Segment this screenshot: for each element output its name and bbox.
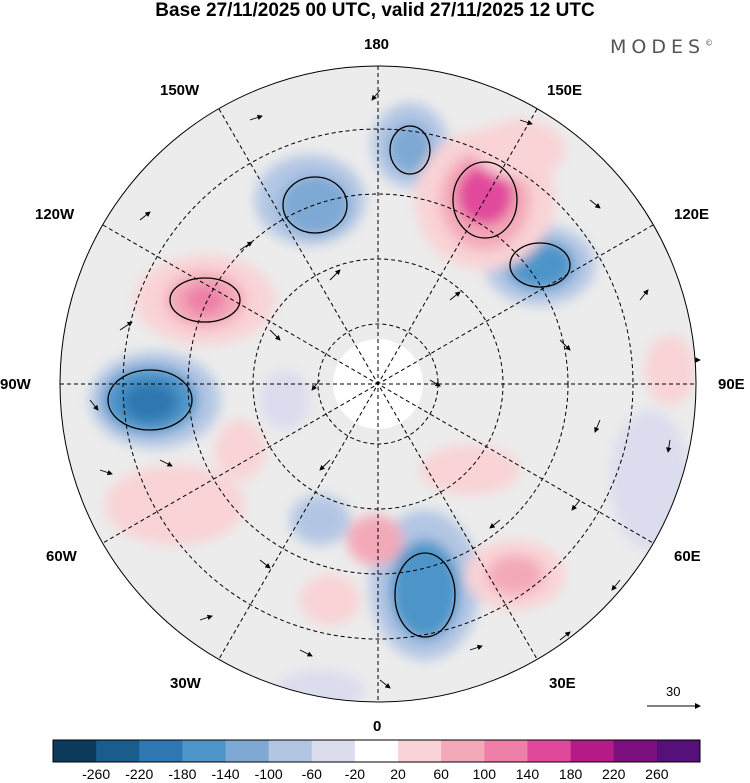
lon-label-150e: 150E <box>547 82 583 99</box>
colorbar-tick-label: 140 <box>515 766 540 782</box>
lon-label-30e: 30E <box>549 675 576 692</box>
colorbar-swatch <box>139 740 183 762</box>
map-boundary <box>59 65 697 703</box>
modes-logo: MODES© <box>610 36 714 58</box>
lon-label-120w: 120W <box>35 206 75 223</box>
colorbar-swatch <box>398 740 442 762</box>
lon-label-60w: 60W <box>46 548 77 565</box>
lon-label-180: 180 <box>364 36 390 53</box>
colorbar-swatch <box>354 740 399 762</box>
colorbar-tick-label: 180 <box>558 766 583 782</box>
wind-vectors <box>89 89 672 689</box>
colorbar-swatch <box>96 740 140 762</box>
colorbar-swatch <box>53 740 97 762</box>
colorbar-swatch <box>527 740 572 762</box>
lon-label-120e: 120E <box>674 206 710 223</box>
colorbar-tick-label: -140 <box>211 766 240 782</box>
colorbar <box>52 739 701 763</box>
map-title: Base 27/11/2025 00 UTC, valid 27/11/2025… <box>155 0 595 21</box>
lon-label-60e: 60E <box>674 548 701 565</box>
colorbar-tick-label: -220 <box>125 766 154 782</box>
lon-label-90w: 90W <box>0 376 31 393</box>
colorbar-tick-label: -60 <box>301 766 322 782</box>
colorbar-swatch <box>441 740 485 762</box>
colorbar-swatch <box>311 740 356 762</box>
colorbar-swatch <box>484 740 528 762</box>
colorbar-tick-label: -180 <box>168 766 197 782</box>
colorbar-swatch <box>225 740 270 762</box>
graticule <box>60 66 696 702</box>
colorbar-tick-label: 20 <box>390 766 406 782</box>
colorbar-swatch <box>613 740 658 762</box>
colorbar-tick-label: 220 <box>602 766 626 782</box>
colorbar-swatch <box>656 740 701 762</box>
reference-vector-label: 30 <box>666 684 681 699</box>
colorbar-swatch <box>570 740 615 762</box>
colorbar-tick-label: -20 <box>344 766 366 782</box>
colorbar-tick-label: -260 <box>82 766 111 782</box>
colorbar-tick-label: 60 <box>433 766 449 782</box>
circulation-contours <box>107 125 571 638</box>
colorbar-tick-label: 260 <box>645 766 669 782</box>
lon-label-90e: 90E <box>718 376 745 393</box>
colorbar-swatch <box>268 740 313 762</box>
lon-label-0: 0 <box>373 718 382 735</box>
colorbar-swatch <box>182 740 227 762</box>
lon-label-30w: 30W <box>170 675 201 692</box>
lon-label-150w: 150W <box>160 82 200 99</box>
colorbar-tick-label: 100 <box>472 766 497 782</box>
colorbar-tick-label: -100 <box>254 766 283 782</box>
